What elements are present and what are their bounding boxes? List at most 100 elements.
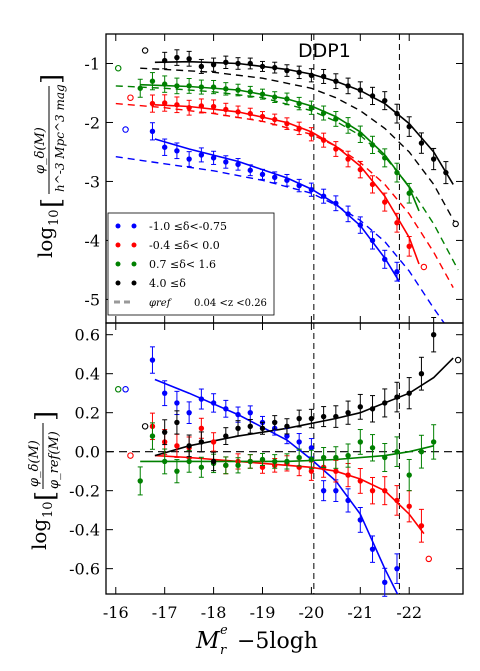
red-reference-curve [115,102,454,288]
green-data-point [272,458,278,465]
bottom-ylabel-denominator: φ_ref(M) [47,431,62,489]
green-data-point [308,456,315,463]
green-data-point [174,468,180,474]
bottom-plot-frame [105,322,464,595]
blue-data-point [161,390,168,396]
blue-data-point [198,152,205,158]
green-data-point [198,84,205,90]
blue-data-point [198,396,205,402]
green-data-point [382,155,388,161]
black-data-point [235,425,241,431]
black-data-point [382,400,388,406]
green-data-point [382,454,388,461]
blue-data-point [210,400,217,406]
black-data-point [369,93,376,99]
x-tick-label: -19 [250,603,276,622]
red-data-point [272,116,278,123]
top-annotation: DDP1 [298,40,351,62]
red-data-point [259,113,266,120]
blue-data-point [235,411,241,418]
bottom-ylabel-bracket-right: ] [31,411,61,421]
blue-open-point [122,386,129,393]
black-data-point [443,169,449,176]
x-tick-label: -18 [201,603,227,622]
red-data-point [210,439,217,445]
black-open-point [141,423,149,430]
green-data-point [369,445,376,451]
blue-data-point [382,256,388,263]
red-data-point [174,443,180,449]
blue-data-point [161,144,168,150]
green-data-point [394,169,400,176]
legend-marker [131,223,137,229]
xlabel-sup: e [220,623,228,638]
blue-data-point [320,487,327,494]
green-data-point [430,439,437,445]
y-tick-label: -0.2 [69,482,100,501]
blue-data-point [333,487,339,494]
top-ylabel-bracket-right: ] [37,74,67,84]
red-open-point [420,263,428,271]
red-data-point [345,156,351,162]
bottom-y-ticks: 0.6 0.4 0.2 0.0 -0.2 -0.4 -0.6 [69,326,463,579]
blue-data-point [272,174,278,181]
bottom-ylabel-prefix: log [27,519,51,550]
blue-open-point [122,126,129,133]
green-data-point [357,131,364,137]
black-data-point [333,78,339,84]
top-ylabel-bracket-left: [ [37,198,67,208]
bottom-y-axis-label: log 10 [ φ_δ(M) φ_ref(M) ] [27,411,62,550]
red-data-point [394,220,400,226]
y-tick-label: 0.2 [75,404,100,423]
green-data-point [210,84,217,90]
bottom-data-points [114,316,462,597]
black-data-point [345,83,351,89]
green-open-point [114,386,122,393]
red-data-point [308,131,315,137]
black-open-point [141,47,149,54]
blue-data-point [247,409,253,416]
green-data-point [406,472,412,478]
bottom-ylabel-sub: 10 [41,501,56,518]
green-reference-curve [115,85,459,271]
blue-data-point [174,400,180,406]
blue-data-point [345,211,351,217]
red-data-point [406,503,412,509]
blue-data-point [369,237,376,244]
red-data-point [284,120,290,127]
green-data-point [320,454,327,461]
black-data-point [418,370,425,377]
y-tick-label: -1 [84,54,100,73]
black-data-point [320,413,327,420]
green-data-point [223,462,229,469]
green-data-point [296,454,302,461]
blue-data-point [308,187,315,193]
blue-data-point [284,177,290,183]
red-data-point [382,487,388,494]
green-data-point [186,458,192,465]
blue-data-point [186,409,192,416]
black-data-point [259,425,266,431]
blue-data-point [284,433,290,439]
blue-data-point [149,128,156,135]
legend: -1.0 ≤δ<-0.75 -0.4 ≤δ< 0.0 0.7 ≤δ< 1.6 4.0 … [107,212,275,316]
green-data-point [198,464,205,470]
red-data-point [161,100,168,106]
black-data-point [272,64,278,71]
red-data-point [369,487,376,494]
green-data-point [406,190,412,196]
red-data-point [210,103,217,110]
black-data-point [418,140,425,146]
top-ylabel-numerator: φ_δ(M) [33,127,48,174]
x-tick-label: -16 [103,603,129,622]
red-data-point [345,472,351,478]
green-open-point [114,64,122,72]
bottom-ylabel-numerator: φ_δ(M) [27,440,42,487]
red-data-point [333,468,339,474]
black-data-point [394,394,400,400]
red-data-point [296,125,302,132]
blue-data-point [223,406,229,412]
green-data-point [296,100,302,107]
blue-data-point [186,156,192,162]
